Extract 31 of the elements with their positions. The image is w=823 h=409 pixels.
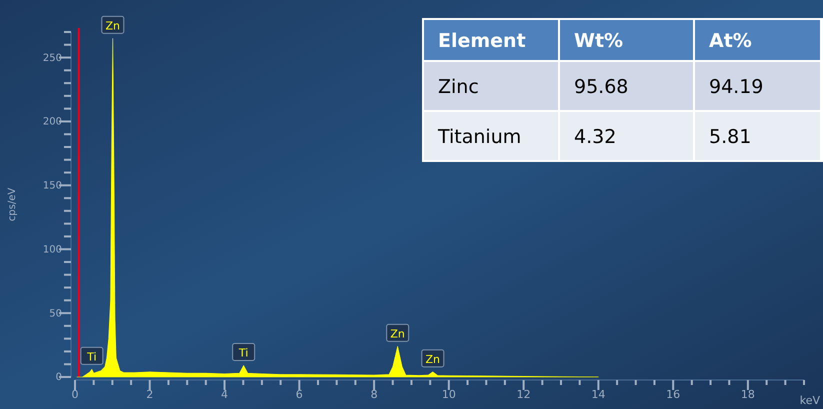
annotation: Zn <box>390 327 405 340</box>
y-tick-label: 150 <box>42 180 62 192</box>
data-label: 95.68 <box>574 76 628 98</box>
annotation: Ti <box>238 346 248 360</box>
x-tick-label: 16 <box>666 388 680 401</box>
annotation: Zn <box>106 19 120 32</box>
x-tick-label: 0 <box>72 388 78 401</box>
text: Element <box>438 30 526 52</box>
annotation: Zn <box>426 352 440 366</box>
x-tick-label: 2 <box>146 388 154 401</box>
category-label: Zinc <box>438 76 479 98</box>
x-tick-label: 14 <box>591 388 606 401</box>
y-tick-label: 200 <box>42 116 62 128</box>
x-tick-label: 4 <box>221 388 228 401</box>
data-label: 5.81 <box>709 126 752 148</box>
x-tick-label: 8 <box>370 388 378 401</box>
x-tick-label: 6 <box>296 388 303 401</box>
y-tick-label: 50 <box>49 308 62 320</box>
x-tick-label: 10 <box>442 388 456 401</box>
y-axis-title: cps/eV <box>7 188 18 222</box>
series-label: Wt% <box>574 30 624 52</box>
x-axis-title: keV <box>800 394 820 407</box>
category-label: Titanium <box>437 126 522 148</box>
y-tick-label: 250 <box>42 52 62 64</box>
x-tick-label: 12 <box>516 388 531 401</box>
x-tick-label: 18 <box>740 388 755 401</box>
data-label: 94.19 <box>709 76 764 98</box>
series-label: At% <box>709 30 752 52</box>
annotation: Ti <box>86 350 97 364</box>
data-label: 4.32 <box>574 126 616 148</box>
y-tick-label: 100 <box>42 244 62 256</box>
